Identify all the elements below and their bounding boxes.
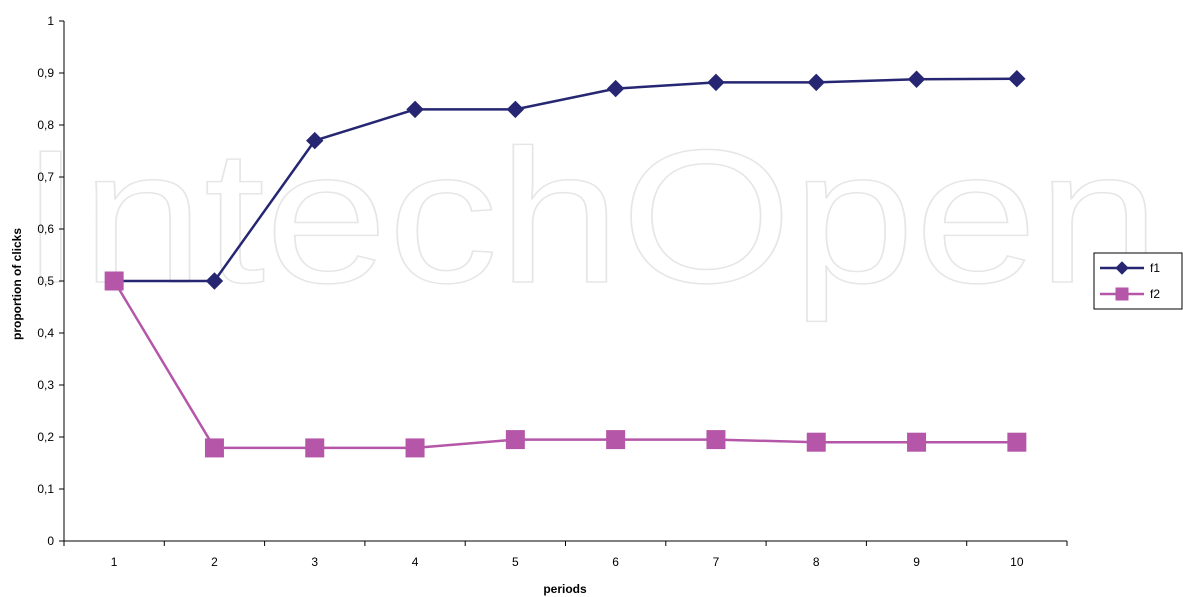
y-axis-title: proportion of clicks <box>10 228 24 340</box>
legend-swatch-marker <box>1115 261 1129 275</box>
series-f2 <box>104 271 1027 458</box>
ticks: 0 0,1 0,2 0,3 0,4 0,5 0,6 0,7 0,8 0,9 1 1 2 3 4 5 6 7 8 9 10 <box>37 14 1068 569</box>
legend-label: f1 <box>1150 261 1160 275</box>
y-tick-label: 0,2 <box>37 430 54 444</box>
x-tick-label: 8 <box>813 555 820 569</box>
legend-item-f2: f2 <box>1100 287 1160 301</box>
x-tick-label: 9 <box>913 555 920 569</box>
data-point-f1 <box>1008 70 1026 88</box>
data-point-f2 <box>505 430 525 450</box>
y-tick-label: 0,8 <box>37 118 54 132</box>
data-point-f1 <box>506 100 525 119</box>
series-line-f2 <box>113 280 1017 450</box>
y-tick-label: 0,1 <box>37 482 54 496</box>
x-tick-label: 4 <box>412 555 419 569</box>
y-tick-label: 0,4 <box>37 326 54 340</box>
x-tick-label: 1 <box>111 555 118 569</box>
data-point-f1 <box>807 73 825 92</box>
watermark-text: IntechOpen <box>20 111 1160 323</box>
data-point-f2 <box>806 432 826 452</box>
x-tick-label: 6 <box>612 555 619 569</box>
y-tick-label: 0,6 <box>37 222 54 236</box>
data-point-f1 <box>907 70 926 88</box>
data-point-f2 <box>1007 432 1027 452</box>
data-point-f2 <box>706 430 726 450</box>
data-point-f1 <box>205 272 224 290</box>
data-point-f1 <box>606 79 625 98</box>
data-point-f2 <box>907 432 927 452</box>
y-tick-label: 0,7 <box>37 170 54 184</box>
x-tick-label: 5 <box>512 555 519 569</box>
legend: f1 f2 <box>1093 252 1183 310</box>
x-tick-label: 10 <box>1010 555 1024 569</box>
data-point-f2 <box>305 438 325 458</box>
x-tick-label: 2 <box>211 555 218 569</box>
data-point-f2 <box>606 430 626 450</box>
y-tick-label: 0,9 <box>37 66 54 80</box>
legend-box <box>1093 252 1183 310</box>
data-point-f1 <box>406 100 424 119</box>
data-point-f2 <box>104 271 124 291</box>
x-tick-label: 3 <box>311 555 318 569</box>
data-point-f2 <box>405 438 425 458</box>
data-point-f2 <box>204 438 224 458</box>
y-tick-label: 0,3 <box>37 378 54 392</box>
series-line-f1 <box>114 77 1017 283</box>
y-tick-label: 0 <box>47 534 54 548</box>
data-point-f1 <box>707 73 725 92</box>
series <box>104 70 1027 458</box>
legend-label: f2 <box>1150 287 1160 301</box>
y-tick-label: 0,5 <box>37 274 54 288</box>
watermark: IntechOpen <box>19 110 1161 324</box>
legend-swatch-marker <box>1115 287 1129 301</box>
x-axis-title: periods <box>543 582 587 596</box>
data-point-f1 <box>306 131 324 150</box>
x-tick-label: 7 <box>713 555 720 569</box>
y-tick-label: 1 <box>47 14 54 28</box>
legend-item-f1: f1 <box>1100 261 1160 275</box>
